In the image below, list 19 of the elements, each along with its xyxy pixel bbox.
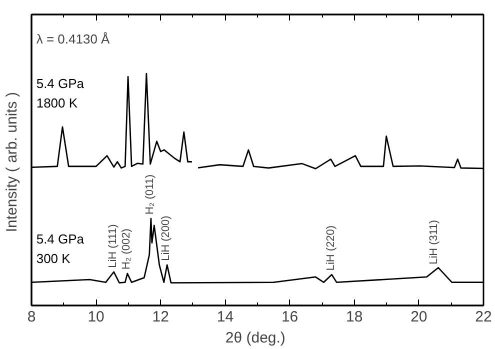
x-tick-label: 10 (88, 308, 104, 326)
annotation: H₂ (011) (144, 174, 156, 215)
x-tick-label: 20 (410, 308, 428, 326)
annotation: LiH (111) (106, 224, 119, 268)
annotation: LiH (220) (324, 225, 337, 271)
x-tick-label: 22 (475, 308, 492, 326)
x-tick-label: 14 (216, 308, 234, 326)
x-axis-title: 2θ (deg.) (225, 330, 286, 346)
annotation: H₂ (002) (120, 228, 132, 270)
x-tick-label: 18 (346, 308, 363, 326)
series-label: 5.4 GPa 300 K (36, 231, 85, 266)
text: 5.4 GPa 1800 K (36, 76, 85, 111)
annotation: LiH (311) (428, 220, 440, 264)
text: λ = 0.4130 Å (36, 32, 110, 46)
annotation: LiH (200) (160, 216, 172, 261)
x-tick-label: 16 (281, 308, 298, 326)
x-tick-label: 12 (152, 308, 169, 326)
y-axis-title: Intensity ( arb. units ) (4, 92, 20, 232)
x-tick-label: 8 (27, 308, 36, 326)
